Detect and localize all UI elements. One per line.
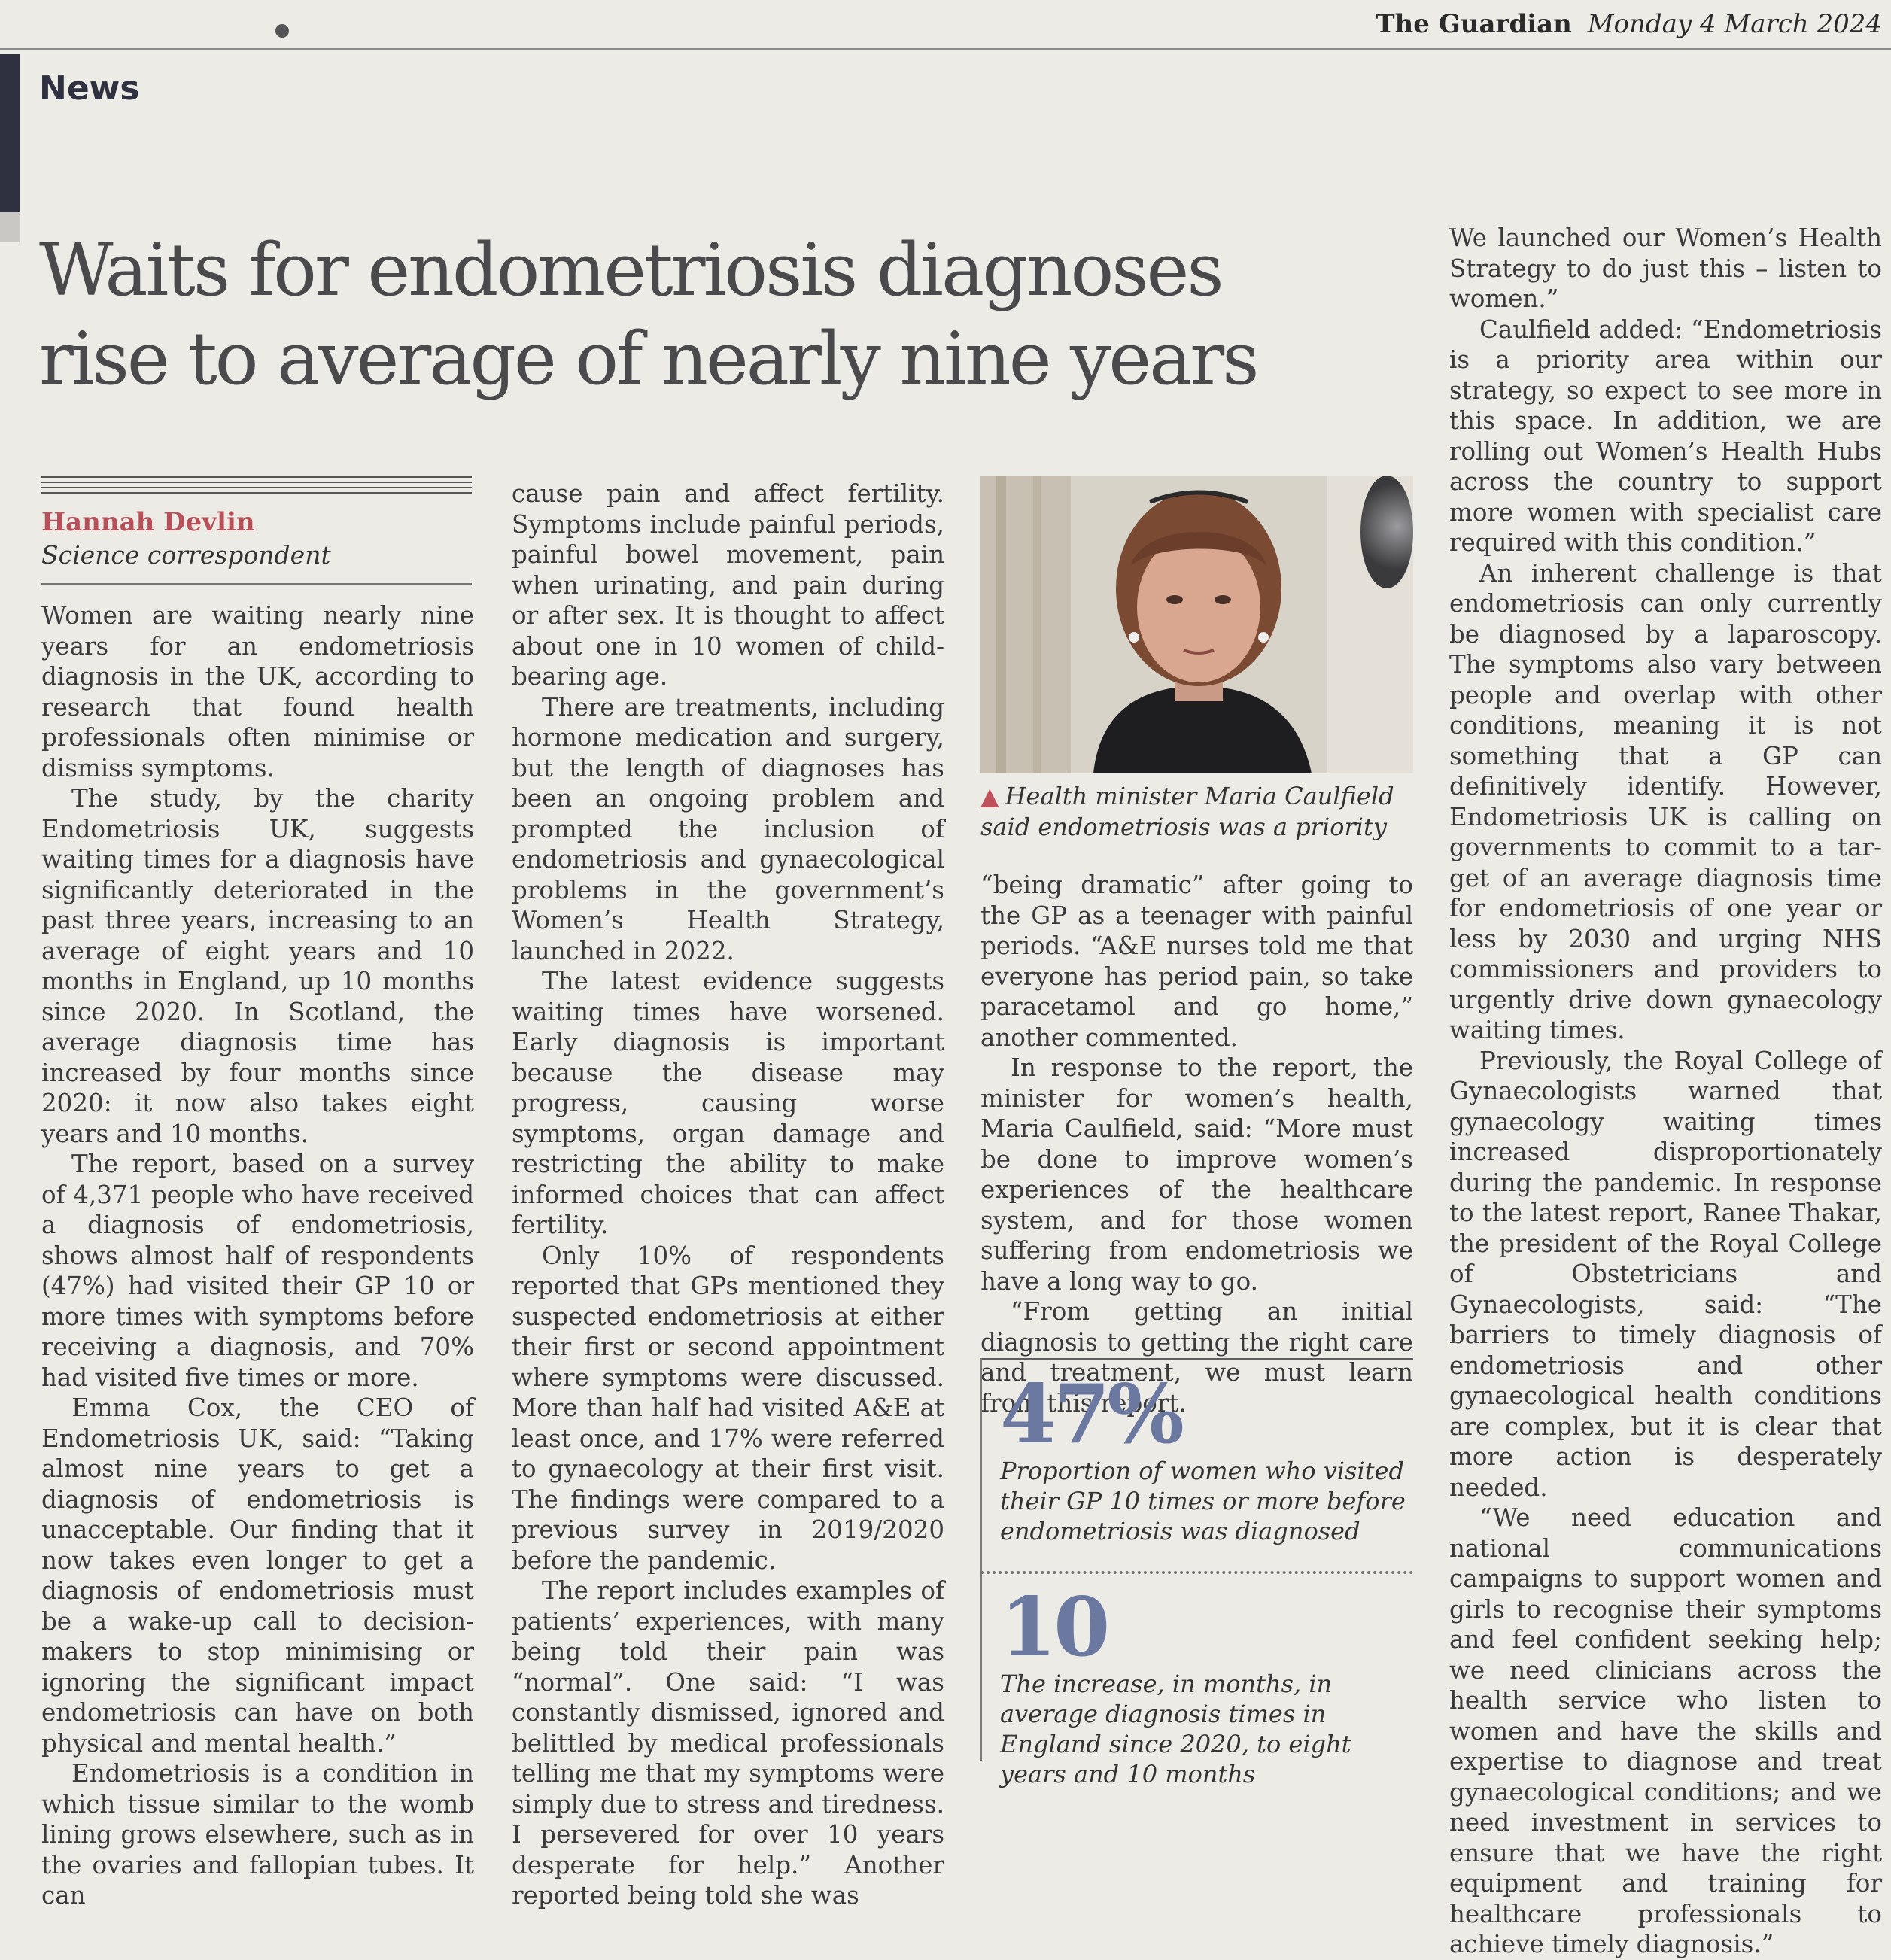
section-label: News bbox=[39, 69, 140, 108]
article-paragraph: “We need education and national communic… bbox=[1449, 1503, 1882, 1958]
stats-panel: 47% Proportion of women who visited thei… bbox=[980, 1358, 1413, 1788]
byline-rules bbox=[41, 476, 472, 496]
article-paragraph: Only 10% of respondents reported that GP… bbox=[512, 1241, 944, 1575]
article-paragraph: Women are waiting nearly nine years for … bbox=[41, 601, 474, 782]
section-marker-bar bbox=[0, 54, 20, 212]
binding-dot bbox=[275, 24, 289, 38]
stats-divider bbox=[980, 1571, 1413, 1574]
header-rule bbox=[0, 48, 1891, 50]
article-column-1: Women are waiting nearly nine years for … bbox=[41, 600, 474, 1911]
byline-divider bbox=[41, 583, 472, 585]
article-paragraph: Endometriosis is a condition in which ti… bbox=[41, 1759, 474, 1910]
article-paragraph: Caulfield added: “Endometriosis is a pri… bbox=[1449, 315, 1882, 558]
article-column-2: cause pain and affect fertility. Symp­to… bbox=[512, 479, 944, 1911]
article-paragraph: An inherent challenge is that endometrio… bbox=[1449, 558, 1882, 1045]
article-paragraph: In response to the report, the minister … bbox=[980, 1053, 1413, 1296]
stat-number-months: 10 bbox=[1000, 1580, 1110, 1675]
article-photo bbox=[980, 476, 1413, 773]
stat-caption-months: The increase, in months, in average diag… bbox=[1000, 1670, 1351, 1788]
article-paragraph: “being dramatic” after going to the GP a… bbox=[980, 871, 1413, 1052]
stat-caption-percent: Proportion of women who visited their GP… bbox=[1000, 1457, 1406, 1545]
section-marker-tab bbox=[0, 212, 20, 242]
newspaper-page: The Guardian Monday 4 March 2024 News Wa… bbox=[0, 9, 1891, 1958]
stat-number-percent: 47% bbox=[1000, 1367, 1184, 1462]
byline-name: Hannah Devlin bbox=[41, 507, 255, 537]
article-column-4: We launched our Women’s Health Strategy … bbox=[1449, 223, 1882, 1960]
article-paragraph: cause pain and affect fertility. Symp­to… bbox=[512, 479, 944, 691]
photo-caption: ▲ Health minister Maria Caulfield said en… bbox=[980, 781, 1413, 843]
article-paragraph: We launched our Women’s Health Strategy … bbox=[1449, 223, 1882, 313]
masthead: The Guardian Monday 4 March 2024 bbox=[1376, 9, 1882, 39]
article-paragraph: The report, based on a survey of 4,371 p… bbox=[41, 1150, 474, 1392]
article-paragraph: The report includes examples of patients… bbox=[512, 1576, 944, 1910]
article-paragraph: “From getting an initial diagnosis to ge… bbox=[980, 1297, 1413, 1418]
stats-left-rule bbox=[980, 1358, 982, 1761]
article-paragraph: Previously, the Royal College of Gynaeco… bbox=[1449, 1046, 1882, 1502]
byline-title: Science correspondent bbox=[41, 540, 331, 570]
article-column-3: “being dramatic” after going to the GP a… bbox=[980, 870, 1413, 1418]
decorative-orb bbox=[1360, 476, 1413, 588]
headline: Waits for endometriosis diagnoses rise t… bbox=[39, 228, 1259, 401]
portrait-image bbox=[980, 476, 1413, 773]
photo-caption-text: Health minister Maria Caulfield said end… bbox=[980, 782, 1394, 841]
paper-name: The Guardian bbox=[1376, 9, 1572, 39]
article-paragraph: Emma Cox, the CEO of Endome­triosis UK, … bbox=[41, 1393, 474, 1758]
article-paragraph: The latest evidence suggests waiting tim… bbox=[512, 967, 944, 1239]
stats-top-rule bbox=[980, 1358, 1413, 1360]
article-paragraph: There are treatments, including hormone … bbox=[512, 692, 944, 965]
caption-triangle-icon: ▲ bbox=[980, 782, 999, 810]
article-paragraph: The study, by the charity Endome­triosis… bbox=[41, 784, 474, 1148]
issue-date: Monday 4 March 2024 bbox=[1587, 9, 1882, 39]
